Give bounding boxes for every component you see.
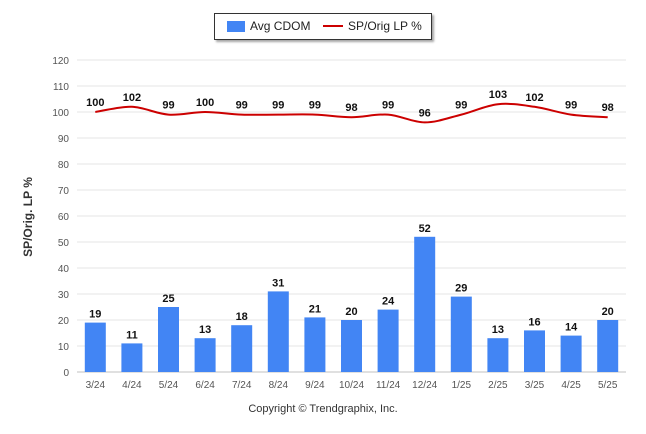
line-value-label: 99 <box>272 100 284 112</box>
x-tick-label: 1/25 <box>452 380 472 391</box>
y-tick-label: 60 <box>58 212 70 223</box>
y-axis: 0 10 20 30 40 50 60 70 80 90 100 110 120 <box>52 56 69 379</box>
line-value-label: 98 <box>345 102 357 114</box>
x-tick-label: 2/25 <box>488 380 508 391</box>
y-tick-label: 0 <box>63 368 69 379</box>
line-value-label: 100 <box>196 97 214 109</box>
y-tick-label: 110 <box>53 82 69 93</box>
bar <box>194 338 216 372</box>
y-tick-label: 90 <box>58 134 70 145</box>
bar-value-label: 25 <box>162 293 174 305</box>
bar <box>597 320 619 372</box>
x-tick-label: 6/24 <box>195 380 215 391</box>
legend-line-swatch <box>323 25 343 27</box>
y-tick-label: 80 <box>58 160 70 171</box>
bar-value-label: 19 <box>89 309 101 321</box>
x-tick-label: 5/25 <box>598 380 618 391</box>
y-tick-label: 50 <box>58 238 70 249</box>
line-value-label: 103 <box>489 89 507 101</box>
line-path <box>95 102 608 124</box>
bar-value-label: 16 <box>528 316 540 328</box>
x-tick-label: 10/24 <box>339 380 364 391</box>
x-tick-label: 3/25 <box>525 380 545 391</box>
bar <box>377 309 399 372</box>
bar <box>231 325 253 372</box>
copyright-text: Copyright © Trendgraphix, Inc. <box>248 403 398 415</box>
bar <box>121 343 143 372</box>
y-tick-label: 40 <box>58 264 70 275</box>
bar-value-label: 29 <box>455 283 467 295</box>
y-tick-label: 20 <box>58 316 70 327</box>
x-tick-label: 12/24 <box>412 380 437 391</box>
bar <box>304 317 326 372</box>
bar <box>84 322 106 372</box>
legend-line-label: SP/Orig LP % <box>348 19 422 33</box>
x-tick-label: 4/24 <box>122 380 142 391</box>
line-value-label: 99 <box>382 100 394 112</box>
bar-value-label: 14 <box>565 322 578 334</box>
x-tick-label: 9/24 <box>305 380 325 391</box>
bar <box>158 307 179 372</box>
bar-value-label: 18 <box>236 311 248 323</box>
bar <box>524 330 545 372</box>
bar-value-label: 21 <box>309 303 321 315</box>
x-tick-label: 4/25 <box>561 380 581 391</box>
legend-item-avg-cdom[interactable]: Avg CDOM <box>227 19 310 33</box>
x-tick-label: 7/24 <box>232 380 252 391</box>
x-tick-label: 11/24 <box>376 380 401 391</box>
y-tick-label: 120 <box>52 56 69 67</box>
line-value-label: 102 <box>123 92 141 104</box>
bar <box>414 236 436 372</box>
x-tick-label: 3/24 <box>86 380 106 391</box>
bar-series <box>84 236 619 372</box>
line-value-label: 99 <box>162 100 174 112</box>
bar-value-label: 24 <box>382 296 395 308</box>
line-value-label: 99 <box>455 100 467 112</box>
legend-bar-swatch <box>227 20 245 32</box>
line-value-label: 100 <box>86 97 104 109</box>
y-tick-label: 100 <box>52 108 69 119</box>
y-tick-label: 30 <box>58 290 70 301</box>
line-value-label: 99 <box>309 100 321 112</box>
legend-bar-label: Avg CDOM <box>250 19 311 33</box>
y-tick-label: 10 <box>58 342 70 353</box>
y-tick-label: 70 <box>58 186 70 197</box>
x-tick-label: 8/24 <box>269 380 289 391</box>
line-value-label: 96 <box>419 107 431 119</box>
bar <box>487 338 509 372</box>
x-tick-label: 5/24 <box>159 380 179 391</box>
legend: Avg CDOM SP/Orig LP % <box>214 13 432 40</box>
line-value-label: 98 <box>602 102 614 114</box>
bar-value-label: 13 <box>199 324 211 336</box>
bar <box>267 291 289 372</box>
bar-value-label: 20 <box>602 306 614 318</box>
bar <box>341 320 362 372</box>
y-axis-title: SP/Orig. LP % <box>21 177 35 257</box>
data-labels: 19 11 25 13 18 31 21 20 24 52 29 13 16 14 20 100 102 99 10… <box>86 89 614 341</box>
bar-value-label: 13 <box>492 324 504 336</box>
bar <box>560 335 582 372</box>
line-series <box>95 102 608 124</box>
bar-value-label: 52 <box>419 223 431 235</box>
line-value-label: 99 <box>565 100 577 112</box>
line-value-label: 99 <box>236 100 248 112</box>
bar <box>450 296 472 372</box>
bar-value-label: 11 <box>126 329 138 341</box>
x-axis: 3/24 4/24 5/24 6/24 7/24 8/24 9/24 10/24 11/24 12… <box>86 380 618 391</box>
bar-value-label: 20 <box>345 306 357 318</box>
legend-item-sp-orig-lp[interactable]: SP/Orig LP % <box>323 19 422 33</box>
bar-value-label: 31 <box>272 277 284 289</box>
line-value-label: 102 <box>525 92 543 104</box>
